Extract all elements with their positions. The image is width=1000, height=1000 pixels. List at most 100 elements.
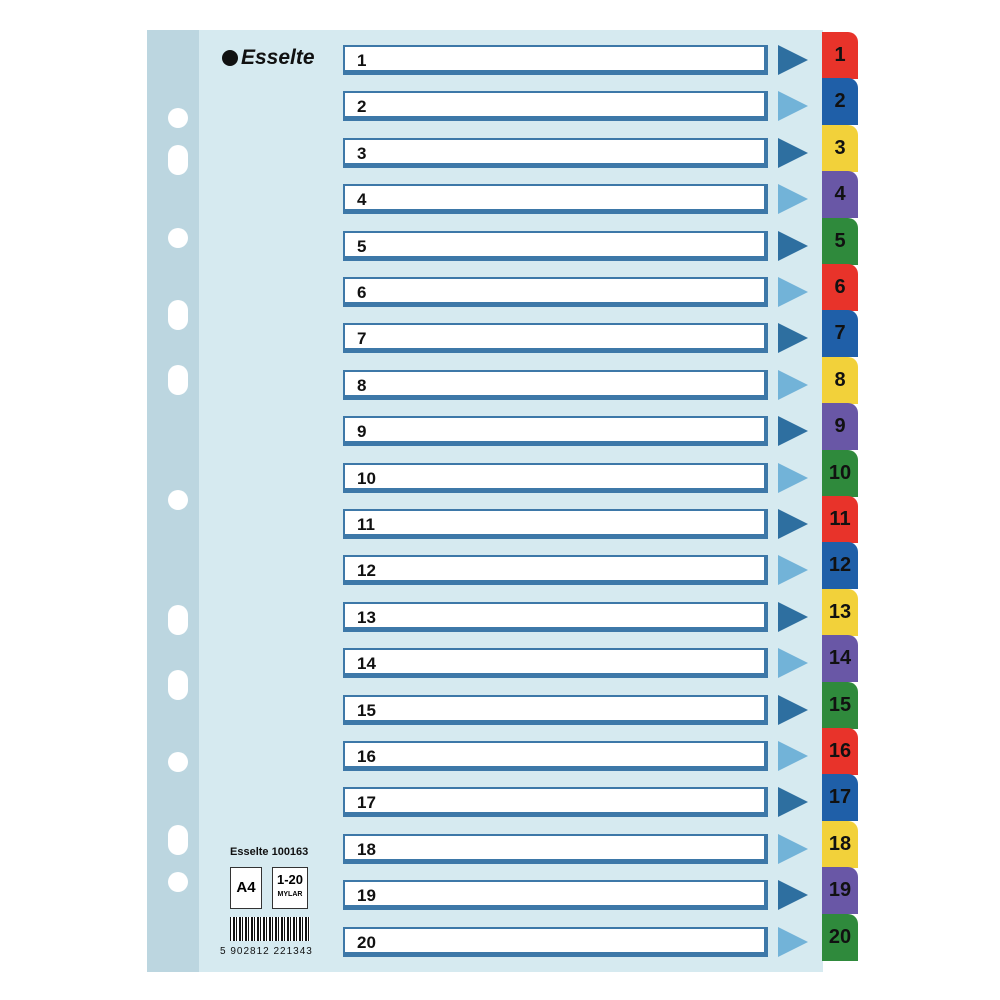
row-number: 15	[357, 700, 376, 720]
index-row[interactable]: 19	[343, 880, 768, 911]
arrow-icon	[778, 926, 808, 957]
index-row[interactable]: 17	[343, 787, 768, 818]
arrow-icon	[778, 741, 808, 771]
row-number: 16	[357, 747, 376, 766]
index-row[interactable]: 15	[343, 694, 768, 725]
index-row[interactable]: 2	[343, 91, 768, 122]
color-tab[interactable]: 3	[822, 124, 858, 172]
punch-hole	[168, 752, 188, 772]
color-tab[interactable]: 9	[822, 403, 858, 451]
index-row[interactable]: 11	[343, 509, 768, 539]
row-number: 2	[357, 97, 367, 117]
index-row[interactable]: 18	[343, 833, 768, 864]
index-row[interactable]: 9	[343, 416, 768, 447]
size-badge: A4	[230, 867, 262, 909]
row-number: 9	[357, 422, 367, 442]
color-tab[interactable]: 10	[822, 449, 858, 497]
row-number: 5	[357, 236, 367, 256]
index-row[interactable]: 14	[343, 648, 768, 679]
row-number: 11	[357, 515, 375, 534]
row-number: 4	[357, 190, 367, 210]
punch-hole	[168, 228, 188, 248]
arrow-icon	[778, 694, 808, 725]
arrow-icon	[778, 137, 808, 168]
index-row[interactable]: 5	[343, 230, 768, 261]
arrow-icon	[778, 91, 808, 122]
color-tab[interactable]: 1	[822, 32, 858, 79]
product-code: Esselte 100163	[230, 846, 309, 858]
punch-hole	[168, 872, 188, 892]
range-text: 1-20	[276, 872, 304, 887]
arrow-icon	[778, 462, 808, 493]
punch-hole	[168, 145, 188, 175]
color-tab[interactable]: 18	[822, 820, 858, 868]
punch-hole	[168, 490, 188, 510]
color-tab[interactable]: 16	[822, 728, 858, 775]
color-tab[interactable]: 5	[822, 217, 858, 265]
esselte-logo: Esselte	[222, 46, 315, 70]
arrow-icon	[778, 509, 808, 539]
arrow-icon	[778, 45, 808, 75]
arrow-icon	[778, 277, 808, 307]
barcode-number: 5 902812 221343	[220, 946, 313, 957]
arrow-icon	[778, 416, 808, 447]
color-tab[interactable]: 6	[822, 264, 858, 311]
row-number: 7	[357, 329, 367, 349]
color-tab[interactable]: 11	[822, 496, 858, 543]
row-number: 18	[357, 839, 376, 859]
row-number: 19	[357, 886, 376, 906]
logo-icon	[222, 50, 238, 66]
index-row[interactable]: 8	[343, 369, 768, 400]
index-row[interactable]: 7	[343, 323, 768, 354]
arrow-icon	[778, 833, 808, 864]
row-number: 17	[357, 793, 376, 813]
divider-sheet	[147, 30, 823, 972]
row-number: 10	[357, 468, 376, 488]
row-number: 3	[357, 143, 367, 163]
row-number: 20	[357, 932, 376, 952]
material-text: MYLAR	[277, 891, 303, 898]
arrow-icon	[778, 184, 808, 215]
arrow-icon	[778, 230, 808, 261]
color-tab[interactable]: 19	[822, 867, 858, 915]
color-tab[interactable]: 17	[822, 774, 858, 822]
arrow-icon	[778, 323, 808, 354]
color-tab[interactable]: 15	[822, 681, 858, 729]
index-row[interactable]: 16	[343, 741, 768, 771]
arrow-icon	[778, 648, 808, 679]
index-row[interactable]: 12	[343, 555, 768, 586]
index-row[interactable]: 13	[343, 601, 768, 632]
arrow-icon	[778, 601, 808, 632]
index-row[interactable]: 1	[343, 45, 768, 75]
color-tab[interactable]: 4	[822, 171, 858, 219]
range-badge: 1-20 MYLAR	[272, 867, 308, 909]
row-number: 12	[357, 561, 376, 581]
color-tab[interactable]: 7	[822, 310, 858, 358]
row-number: 1	[357, 51, 367, 70]
color-tab[interactable]: 14	[822, 635, 858, 683]
color-tab[interactable]: 20	[822, 913, 858, 961]
row-number: 6	[357, 283, 367, 302]
color-tab[interactable]: 12	[822, 542, 858, 590]
index-row[interactable]: 3	[343, 137, 768, 168]
arrow-icon	[778, 555, 808, 586]
arrow-icon	[778, 787, 808, 818]
row-number: 8	[357, 375, 367, 395]
punch-hole	[168, 300, 188, 330]
punch-hole	[168, 365, 188, 395]
punch-hole	[168, 670, 188, 700]
arrow-icon	[778, 369, 808, 400]
punch-hole	[168, 108, 188, 128]
punch-hole	[168, 605, 188, 635]
barcode	[230, 917, 310, 941]
color-tab[interactable]: 13	[822, 588, 858, 636]
index-row[interactable]: 20	[343, 926, 768, 957]
index-row[interactable]: 6	[343, 277, 768, 307]
color-tab[interactable]: 2	[822, 78, 858, 126]
index-row[interactable]: 10	[343, 462, 768, 493]
color-tab[interactable]: 8	[822, 356, 858, 404]
arrow-icon	[778, 880, 808, 911]
row-number: 14	[357, 654, 376, 674]
row-number: 13	[357, 607, 376, 627]
index-row[interactable]: 4	[343, 184, 768, 215]
